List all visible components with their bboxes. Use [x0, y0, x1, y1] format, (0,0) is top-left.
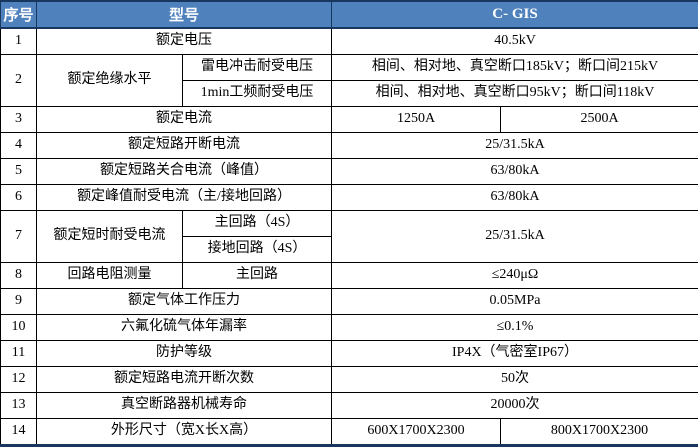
row-number-cell: 11	[1, 341, 37, 367]
spec-value-cell: ≤0.1%	[332, 315, 698, 341]
table-row: 14 外形尺寸（宽X长X高） 600X1700X2300 800X1700X23…	[1, 419, 698, 446]
table-row: 6 额定峰值耐受电流（主/接地回路） 63/80kA	[1, 185, 698, 211]
header-cell-no: 序号	[1, 1, 37, 28]
spec-label-cell: 额定峰值耐受电流（主/接地回路）	[37, 185, 332, 211]
spec-label-cell: 额定短路电流开断次数	[37, 367, 332, 393]
spec-label-cell: 额定短时耐受电流	[37, 211, 183, 263]
row-number-cell: 6	[1, 185, 37, 211]
row-number-cell: 3	[1, 107, 37, 133]
spec-sublabel-cell: 1min工频耐受电压	[183, 81, 332, 107]
spec-sublabel-cell: 主回路	[183, 263, 332, 289]
table-row: 9 额定气体工作压力 0.05MPa	[1, 289, 698, 315]
row-number-cell: 10	[1, 315, 37, 341]
spec-value-cell: 20000次	[332, 393, 698, 419]
table-row: 11 防护等级 IP4X（气密室IP67）	[1, 341, 698, 367]
row-number-cell: 5	[1, 159, 37, 185]
table-row: 4 额定短路开断电流 25/31.5kA	[1, 133, 698, 159]
spec-label-cell: 防护等级	[37, 341, 332, 367]
spec-value-cell: ≤240μΩ	[332, 263, 698, 289]
spec-value-cell: 0.05MPa	[332, 289, 698, 315]
spec-label-cell: 额定电压	[37, 28, 332, 55]
row-number-cell: 12	[1, 367, 37, 393]
spec-label-cell: 六氟化硫气体年漏率	[37, 315, 332, 341]
spec-value-cell: 1250A	[332, 107, 501, 133]
spec-value-cell: 25/31.5kA	[332, 211, 698, 263]
spec-value-cell: 800X1700X2300	[501, 419, 698, 446]
spec-value-cell: 50次	[332, 367, 698, 393]
row-number-cell: 2	[1, 55, 37, 107]
row-number-cell: 4	[1, 133, 37, 159]
spec-label-cell: 额定短路开断电流	[37, 133, 332, 159]
spec-label-cell: 额定绝缘水平	[37, 55, 183, 107]
row-number-cell: 9	[1, 289, 37, 315]
spec-sublabel-cell: 主回路（4S）	[183, 211, 332, 237]
table-row: 12 额定短路电流开断次数 50次	[1, 367, 698, 393]
spec-sublabel-cell: 接地回路（4S）	[183, 237, 332, 263]
spec-label-cell: 回路电阻测量	[37, 263, 183, 289]
spec-value-cell: 63/80kA	[332, 159, 698, 185]
row-number-cell: 7	[1, 211, 37, 263]
row-number-cell: 1	[1, 28, 37, 55]
spec-value-cell: IP4X（气密室IP67）	[332, 341, 698, 367]
header-row: 序号 型号 C- GIS	[1, 1, 698, 28]
header-cell-product: C- GIS	[332, 1, 698, 28]
row-number-cell: 13	[1, 393, 37, 419]
spec-value-cell: 相间、相对地、真空断口95kV；断口间118kV	[332, 81, 698, 107]
spec-label-cell: 外形尺寸（宽X长X高）	[37, 419, 332, 446]
spec-label-cell: 额定电流	[37, 107, 332, 133]
spec-value-cell: 2500A	[501, 107, 698, 133]
table-row: 5 额定短路关合电流（峰值） 63/80kA	[1, 159, 698, 185]
table-row: 13 真空断路器机械寿命 20000次	[1, 393, 698, 419]
header-cell-model: 型号	[37, 1, 332, 28]
table-row: 2 额定绝缘水平 雷电冲击耐受电压 相间、相对地、真空断口185kV；断口间21…	[1, 55, 698, 81]
table-row: 3 额定电流 1250A 2500A	[1, 107, 698, 133]
spec-value-cell: 40.5kV	[332, 28, 698, 55]
table-row: 7 额定短时耐受电流 主回路（4S） 25/31.5kA	[1, 211, 698, 237]
spec-label-cell: 额定气体工作压力	[37, 289, 332, 315]
spec-label-cell: 额定短路关合电流（峰值）	[37, 159, 332, 185]
table-row: 10 六氟化硫气体年漏率 ≤0.1%	[1, 315, 698, 341]
row-number-cell: 14	[1, 419, 37, 446]
row-number-cell: 8	[1, 263, 37, 289]
spec-value-cell: 25/31.5kA	[332, 133, 698, 159]
table-row: 8 回路电阻测量 主回路 ≤240μΩ	[1, 263, 698, 289]
spec-value-cell: 63/80kA	[332, 185, 698, 211]
spec-value-cell: 600X1700X2300	[332, 419, 501, 446]
table-row: 1 额定电压 40.5kV	[1, 28, 698, 55]
spec-sublabel-cell: 雷电冲击耐受电压	[183, 55, 332, 81]
spec-label-cell: 真空断路器机械寿命	[37, 393, 332, 419]
spec-value-cell: 相间、相对地、真空断口185kV；断口间215kV	[332, 55, 698, 81]
